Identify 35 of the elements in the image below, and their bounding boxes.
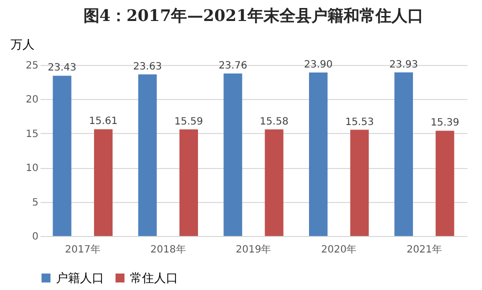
bar <box>264 129 284 236</box>
x-tick-label: 2019年 <box>236 244 272 256</box>
data-label: 15.53 <box>345 116 374 128</box>
bar <box>179 129 198 236</box>
data-label: 23.90 <box>304 60 333 71</box>
bar <box>224 73 242 236</box>
bar <box>138 74 157 236</box>
bar <box>350 130 369 236</box>
data-label: 23.63 <box>133 61 162 72</box>
y-tick-label: 5 <box>32 197 38 208</box>
x-tick-label: 2018年 <box>150 244 186 256</box>
data-label: 23.76 <box>218 60 248 72</box>
chart-title: 图4：2017年—2021年末全县户籍和常住人口 <box>83 6 424 25</box>
data-label: 15.39 <box>430 118 460 129</box>
bar <box>52 76 72 236</box>
y-tick-label: 15 <box>26 128 38 140</box>
data-label: 15.59 <box>174 116 204 128</box>
y-tick-label: 25 <box>26 60 38 72</box>
x-tick-label: 2021年 <box>406 244 442 256</box>
y-tick-label: 0 <box>32 232 38 242</box>
bar <box>309 72 328 236</box>
y-tick-label: 20 <box>26 94 38 106</box>
data-label: 23.93 <box>389 59 418 70</box>
bar <box>394 72 413 236</box>
y-tick-label: 10 <box>26 163 38 174</box>
bar <box>94 129 113 236</box>
x-tick-label: 2017年 <box>64 244 100 256</box>
bar <box>436 130 454 236</box>
y-axis-title: 万人 <box>10 38 34 52</box>
data-label: 23.43 <box>48 62 76 74</box>
x-tick-label: 2020年 <box>321 244 357 256</box>
data-label: 15.58 <box>260 116 288 128</box>
legend-label: 户籍人口 <box>56 271 104 285</box>
legend-label: 常住人口 <box>130 271 178 285</box>
data-label: 15.61 <box>88 116 118 128</box>
